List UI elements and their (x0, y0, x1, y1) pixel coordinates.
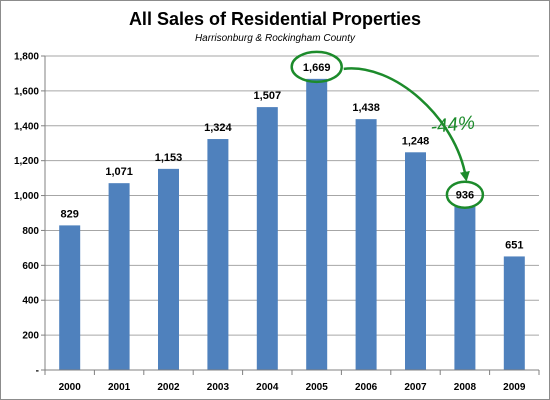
y-tick-label: 1,000 (14, 191, 39, 202)
data-label: 1,438 (352, 102, 380, 114)
bar (59, 225, 81, 370)
y-tick-label: 1,600 (14, 86, 39, 97)
bar (158, 168, 179, 370)
data-label: 1,071 (105, 166, 133, 178)
x-tick-label: 2006 (355, 382, 378, 393)
x-tick-label: 2003 (207, 382, 230, 393)
annotation: -44% (290, 50, 485, 209)
axes (41, 55, 540, 375)
data-label: 1,153 (155, 152, 183, 164)
chart-title: All Sales of Residential Properties (129, 9, 421, 29)
data-label: 1,248 (402, 135, 430, 147)
x-tick-label: 2002 (157, 382, 180, 393)
x-tick-label: 2007 (404, 382, 427, 393)
data-label: 936 (456, 190, 474, 202)
highlight-circle (290, 50, 343, 84)
y-tick-label: - (36, 366, 39, 377)
bar (256, 107, 278, 371)
trend-arrow (343, 67, 470, 182)
y-tick-label: 1,800 (14, 52, 39, 63)
x-tick-label: 2008 (454, 382, 477, 393)
highlight-circle (445, 180, 485, 209)
bars (59, 78, 525, 371)
bar (454, 206, 476, 370)
y-tick-label: 600 (22, 261, 39, 272)
x-tick-label: 2004 (256, 382, 279, 393)
bar (405, 152, 426, 370)
labels: - 200 400 600 800 1,000 1,200 1,400 1,600 1,800 82… (14, 52, 526, 394)
annotation-text: -44% (430, 113, 476, 139)
y-tick-label: 400 (22, 296, 39, 307)
y-tick-label: 1,200 (14, 156, 39, 167)
x-tick-label: 2009 (503, 382, 526, 393)
data-label: 1,507 (254, 90, 282, 102)
bar (355, 119, 377, 370)
bar (108, 183, 130, 370)
bar (306, 78, 328, 370)
y-tick-label: 200 (22, 331, 39, 342)
data-label: 829 (61, 208, 79, 220)
data-label: 1,669 (303, 62, 331, 74)
bar (207, 139, 229, 370)
data-label: 1,324 (204, 122, 232, 134)
data-label: 651 (505, 239, 523, 251)
x-tick-label: 2000 (59, 382, 82, 393)
x-tick-label: 2005 (306, 382, 329, 393)
x-tick-label: 2001 (108, 382, 131, 393)
y-tick-label: 800 (22, 226, 39, 237)
bar (503, 256, 525, 370)
chart-subtitle: Harrisonburg & Rockingham County (195, 33, 356, 44)
y-tick-label: 1,400 (14, 121, 39, 132)
